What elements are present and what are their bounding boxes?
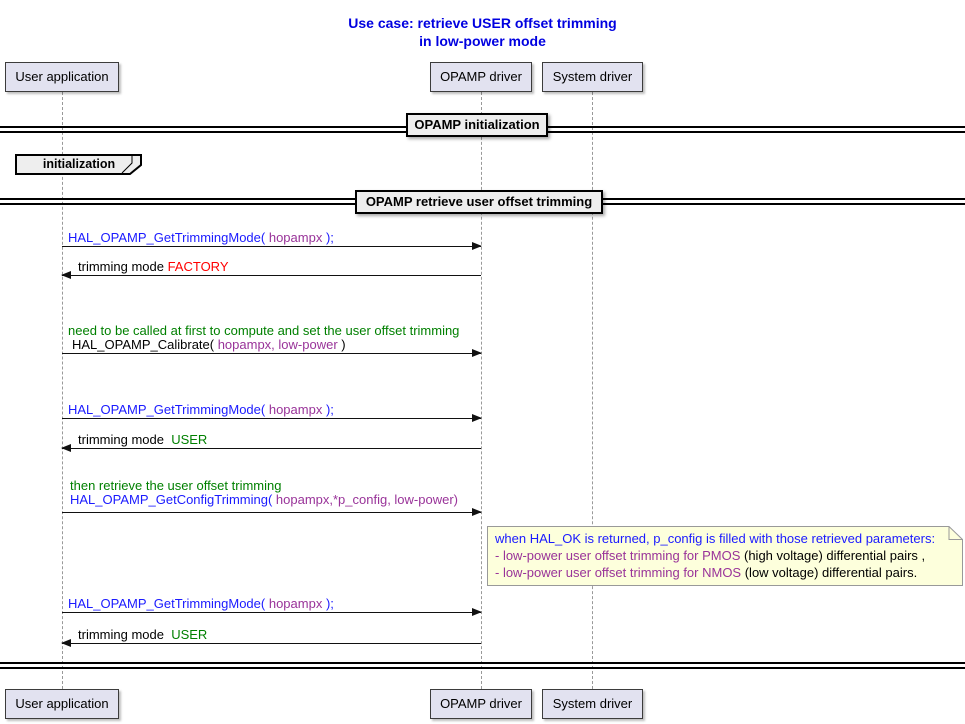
message-arrow-right [62,414,482,422]
message-arrow-right [62,349,482,357]
participant-system-driver-bottom: System driver [542,689,643,719]
function-name: HAL_OPAMP_Calibrate( [72,337,215,352]
note-line3: - low-power user offset trimming for NMO… [495,565,917,580]
message-arrow-left [61,639,481,647]
message-comment-calibrate: need to be called at first to compute an… [68,323,460,338]
function-close: ); [325,230,334,245]
note-line3-nmos: - low-power user offset trimming for NMO… [495,565,742,580]
message-label-gettrimmingmode-1: HAL_OPAMP_GetTrimmingMode( hopampx ); [68,231,334,245]
note-shape [487,526,963,586]
function-close: ); [325,596,334,611]
divider-label-opamp-retrieve: OPAMP retrieve user offset trimming [355,190,603,214]
participant-system-driver-top: System driver [542,62,643,92]
participant-user-application-bottom: User application [5,689,119,719]
message-arrow-right [62,508,482,516]
lifeline-system-driver [592,92,593,689]
function-name: HAL_OPAMP_GetConfigTrimming( [70,492,273,507]
message-arrow-left [61,444,481,452]
message-arrow-right [62,608,482,616]
diagram-title: Use case: retrieve USER offset trimming … [0,14,965,50]
message-label-trimming-mode-user-1: trimming mode USER [78,433,207,447]
argument: hopampx [265,402,326,417]
message-arrow-left [61,271,481,279]
function-close: ) [341,337,346,352]
divider-line-bottom [0,662,965,669]
message-label-trimming-mode-factory: trimming mode FACTORY [78,260,229,274]
return-value-factory: FACTORY [167,259,229,274]
function-name: HAL_OPAMP_GetTrimmingMode( [68,230,266,245]
function-close: ); [325,402,334,417]
lifeline-opamp-driver [481,92,482,689]
participant-opamp-driver-bottom: OPAMP driver [430,689,532,719]
argument: hopampx, low-power [214,337,342,352]
function-name: HAL_OPAMP_GetTrimmingMode( [68,596,266,611]
message-label-trimming-mode-user-2: trimming mode USER [78,628,207,642]
message-label-gettrimmingmode-2: HAL_OPAMP_GetTrimmingMode( hopampx ); [68,403,334,417]
return-text: trimming mode [78,432,168,447]
lifeline-user-application [62,92,63,689]
note-line2-pmos: - low-power user offset trimming for PMO… [495,548,741,563]
participant-opamp-driver-top: OPAMP driver [430,62,532,92]
message-label-gettrimmingmode-3: HAL_OPAMP_GetTrimmingMode( hopampx ); [68,597,334,611]
note-line2-rest: (high voltage) differential pairs , [740,548,926,563]
ref-initialization-label: initialization [42,157,116,171]
function-name: HAL_OPAMP_GetTrimmingMode( [68,402,266,417]
message-comment-getconfigtrimming: then retrieve the user offset trimming [70,478,282,493]
ref-initialization: initialization [15,154,143,175]
ref-frame-shape [15,154,142,175]
note-hal-ok-parameters: when HAL_OK is returned, p_config is fil… [487,526,963,586]
message-arrow-right [62,242,482,250]
diagram-title-line2: in low-power mode [419,33,546,49]
note-line1: when HAL_OK is returned, p_config is fil… [495,531,936,546]
argument: hopampx,*p_config, low-power) [272,492,458,507]
message-label-calibrate: HAL_OPAMP_Calibrate( hopampx, low-power … [72,338,346,352]
argument: hopampx [265,596,326,611]
return-text: trimming mode [78,259,168,274]
return-value-user: USER [167,627,208,642]
return-value-user: USER [167,432,208,447]
argument: hopampx [265,230,326,245]
note-line3-rest: (low voltage) differential pairs. [741,565,918,580]
participant-user-application-top: User application [5,62,119,92]
message-label-getconfigtrimming: HAL_OPAMP_GetConfigTrimming( hopampx,*p_… [70,493,458,507]
return-text: trimming mode [78,627,168,642]
divider-label-opamp-initialization: OPAMP initialization [406,113,548,137]
note-line2: - low-power user offset trimming for PMO… [495,548,925,563]
diagram-title-line1: Use case: retrieve USER offset trimming [348,15,617,31]
